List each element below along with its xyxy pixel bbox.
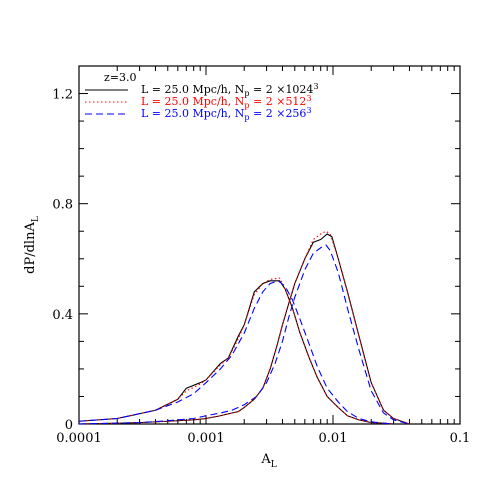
axis-ticks: 0.0001 0.001 0.01 0.1 0 0.4 0.8 1.2 bbox=[52, 66, 470, 446]
series-line-1024-3-b bbox=[78, 233, 410, 425]
y-tick-label: 0.4 bbox=[52, 308, 73, 323]
series-group bbox=[78, 230, 410, 425]
legend-entry-mid: = 2 ×512 bbox=[250, 95, 307, 108]
y-axis-label: dP/dlnAL bbox=[23, 216, 41, 274]
legend-entry-mid: = 2 ×1024 bbox=[250, 83, 314, 96]
legend-title: z=3.0 bbox=[104, 71, 137, 84]
x-axis-label-sub: L bbox=[271, 460, 277, 470]
series-line-512-3-a bbox=[78, 277, 394, 425]
plot-frame bbox=[78, 65, 461, 425]
legend-entry-label: L = 25.0 Mpc/h, Np = 2 ×10243 bbox=[141, 82, 319, 98]
legend-entry-prefix: L = 25.0 Mpc/h, N bbox=[141, 107, 245, 120]
legend-entry-sub: p bbox=[244, 89, 249, 98]
x-tick-label: 0.0001 bbox=[56, 431, 102, 446]
x-axis-label: AL bbox=[260, 452, 276, 470]
legend-entry-prefix: L = 25.0 Mpc/h, N bbox=[141, 83, 245, 96]
x-tick-label: 0.1 bbox=[450, 431, 471, 446]
legend-entry-sub: p bbox=[244, 101, 249, 110]
legend-entry-label: L = 25.0 Mpc/h, Np = 2 ×2563 bbox=[141, 106, 312, 122]
series-line-256-3-a bbox=[78, 280, 394, 425]
x-axis-label-main: A bbox=[260, 452, 271, 467]
legend-entry-sup: 3 bbox=[306, 106, 311, 115]
legend-entry-sup: 3 bbox=[306, 94, 311, 103]
y-tick-label: 0 bbox=[65, 418, 73, 433]
legend-entry-mid: = 2 ×256 bbox=[250, 107, 307, 120]
x-tick-label: 0.01 bbox=[319, 431, 348, 446]
legend-entry-label: L = 25.0 Mpc/h, Np = 2 ×5123 bbox=[141, 94, 312, 110]
series-line-512-3-b bbox=[78, 230, 410, 425]
series-line-256-3-b bbox=[78, 244, 410, 425]
legend-entry-prefix: L = 25.0 Mpc/h, N bbox=[141, 95, 245, 108]
y-axis-label-main: dP/dlnA bbox=[23, 222, 38, 274]
y-tick-label: 1.2 bbox=[52, 88, 73, 103]
x-tick-label: 0.001 bbox=[187, 431, 224, 446]
y-tick-label: 0.8 bbox=[52, 198, 73, 213]
y-axis-label-sub: L bbox=[31, 216, 41, 222]
legend-entry-sub: p bbox=[244, 113, 249, 122]
legend-entry-sup: 3 bbox=[313, 82, 318, 91]
